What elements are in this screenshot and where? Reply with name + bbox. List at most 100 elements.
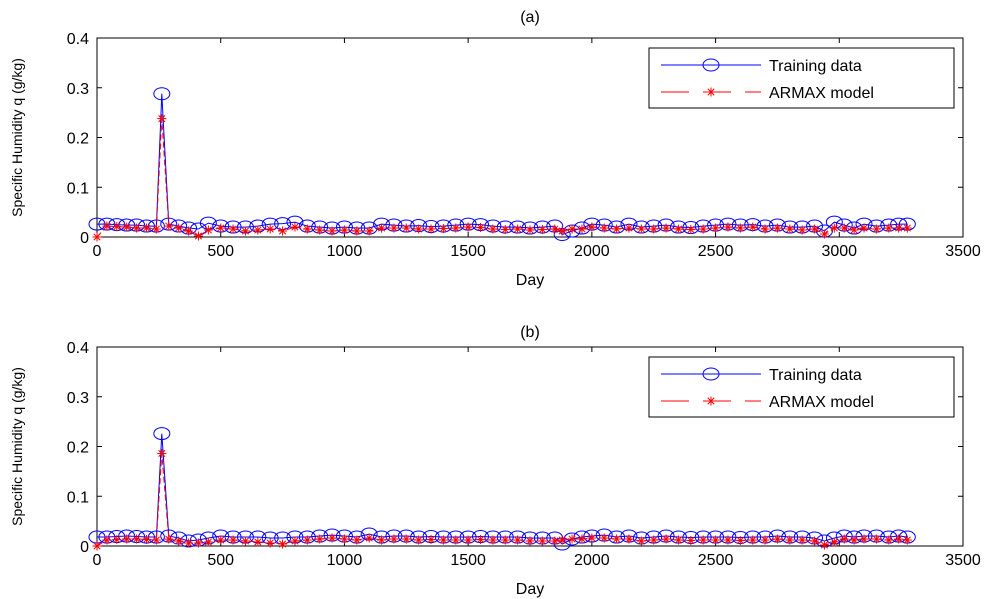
data-point-asterisk [253,537,263,547]
x-tick-label: 500 [207,243,234,260]
data-point-asterisk [157,114,167,124]
data-point-asterisk [265,538,275,548]
legend-label: ARMAX model [769,394,874,411]
data-point-asterisk [265,224,275,234]
data-point-asterisk [537,225,547,235]
data-point-asterisk [92,541,102,551]
data-point-asterisk [253,225,263,235]
data-point-asterisk [352,226,362,236]
data-point-asterisk [525,225,535,235]
x-tick-label: 3000 [821,552,857,569]
data-point-asterisk [513,224,523,234]
data-point-asterisk [401,223,411,233]
legend-label: Training data [769,58,862,75]
data-point-asterisk [839,534,849,544]
data-point-asterisk [587,533,597,543]
legend-item: Training data [661,58,862,75]
legend-marker-circle [702,58,720,72]
data-point-asterisk [500,225,510,235]
data-point-asterisk [240,536,250,546]
data-point-asterisk [132,534,142,544]
data-point-asterisk [112,222,122,232]
data-point-asterisk [884,535,894,545]
data-point-asterisk [829,223,839,233]
data-point-asterisk [426,535,436,545]
data-point-asterisk [894,534,904,544]
data-point-asterisk [389,534,399,544]
data-point-asterisk [859,534,869,544]
data-point-asterisk [686,225,696,235]
data-point-asterisk [451,223,461,233]
data-point-asterisk [102,221,112,231]
data-point-asterisk [772,534,782,544]
data-point-asterisk [203,225,213,235]
data-point-asterisk [871,224,881,234]
data-point-asterisk [810,536,820,546]
data-point-asterisk [302,224,312,234]
data-point-asterisk [797,225,807,235]
data-point-asterisk [216,223,226,233]
data-point-asterisk [228,224,238,234]
data-point-asterisk [476,223,486,233]
legend-item: ARMAX model [661,394,874,411]
y-tick-label: 0.1 [67,489,89,506]
x-tick-label: 3000 [821,243,857,260]
chart-panel-b: (b) 0 500 1000 1500 2000 2500 3000 3500 0 0.1 0.2 0.… [9,324,981,598]
data-point-asterisk [711,223,721,233]
series-armax-model [92,114,912,242]
data-point-circle [153,87,171,101]
data-point-asterisk [414,224,424,234]
data-point-asterisk [193,538,203,548]
data-point-asterisk [327,226,337,236]
data-point-asterisk [240,226,250,236]
data-point-asterisk [785,535,795,545]
data-point-asterisk [151,224,161,234]
data-point-asterisk [636,536,646,546]
data-point-asterisk [364,226,374,236]
x-tick-label: 1000 [327,552,363,569]
data-point-asterisk [748,535,758,545]
data-point-asterisk [438,535,448,545]
data-point-asterisk [673,224,683,234]
x-axis-label: Day [516,581,544,598]
data-point-asterisk [377,535,387,545]
x-tick-label: 1500 [450,552,486,569]
data-point-asterisk [389,223,399,233]
data-point-asterisk [151,535,161,545]
data-point-circle [573,221,591,235]
x-tick-label: 0 [93,552,102,569]
data-point-asterisk [164,534,174,544]
x-tick-label: 3500 [945,552,981,569]
data-point-asterisk [164,221,174,231]
legend-marker-asterisk [706,87,716,97]
data-point-asterisk [122,534,132,544]
data-point-asterisk [735,536,745,546]
legend: Training data ARMAX model [648,356,955,418]
data-point-asterisk [567,224,577,234]
y-tick-label: 0.1 [67,180,89,197]
data-point-asterisk [612,534,622,544]
data-point-asterisk [894,223,904,233]
data-point-asterisk [829,537,839,547]
legend-marker-circle [702,367,720,381]
data-point-asterisk [624,534,634,544]
chart-panel-a: (a) 0 500 1000 1500 2000 2500 3000 3500 0 0.1 0.2 0.… [9,9,981,289]
legend-marker-asterisk [706,396,716,406]
data-point-asterisk [849,225,859,235]
data-point-asterisk [748,222,758,232]
data-point-circle [153,427,171,441]
data-point-asterisk [723,222,733,232]
x-tick-label: 2000 [574,243,610,260]
data-point-asterisk [327,533,337,543]
data-point-asterisk [339,225,349,235]
data-point-asterisk [476,535,486,545]
data-point-asterisk [203,537,213,547]
y-tick-label: 0.2 [67,440,89,457]
data-point-asterisk [513,535,523,545]
data-point-asterisk [636,224,646,234]
data-point-asterisk [557,535,567,545]
data-point-asterisk [352,535,362,545]
data-point-asterisk [587,222,597,232]
data-point-asterisk [451,535,461,545]
